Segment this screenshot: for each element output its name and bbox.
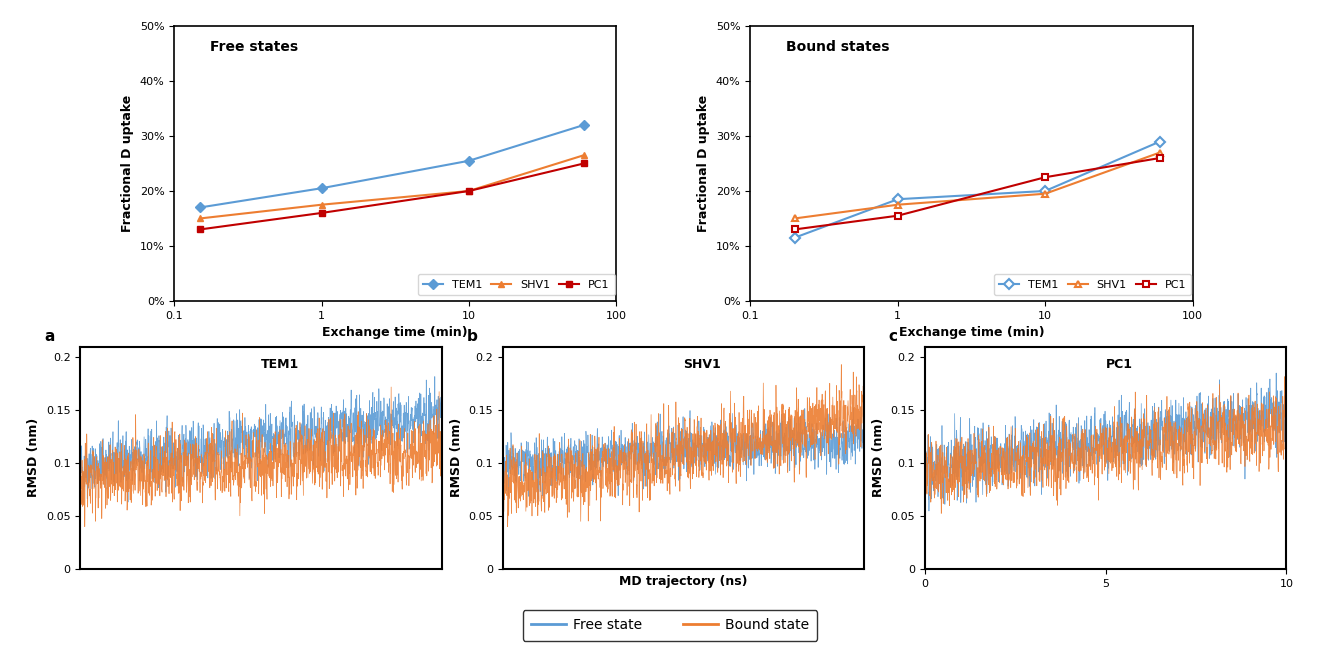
SHV1	[192, 215, 208, 222]
SHV1	[461, 187, 477, 195]
PC1	[787, 226, 803, 233]
Legend: TEM1, SHV1, PC1: TEM1, SHV1, PC1	[418, 274, 615, 296]
Y-axis label: RMSD (nm): RMSD (nm)	[450, 418, 462, 498]
Line: SHV1: SHV1	[197, 152, 587, 222]
PC1	[314, 209, 330, 217]
Text: Free states: Free states	[209, 40, 297, 54]
Text: c: c	[888, 329, 898, 344]
TEM1	[461, 157, 477, 165]
PC1	[461, 187, 477, 195]
PC1	[1037, 173, 1053, 181]
PC1	[1152, 154, 1168, 162]
Line: SHV1: SHV1	[792, 149, 1163, 222]
SHV1	[314, 201, 330, 209]
TEM1	[576, 121, 592, 129]
Text: b: b	[466, 329, 477, 344]
PC1	[192, 226, 208, 233]
X-axis label: MD trajectory (ns): MD trajectory (ns)	[619, 574, 748, 587]
TEM1	[1152, 137, 1168, 145]
TEM1	[192, 203, 208, 211]
Legend: TEM1, SHV1, PC1: TEM1, SHV1, PC1	[994, 274, 1191, 296]
Y-axis label: Fractional D uptake: Fractional D uptake	[121, 95, 134, 232]
SHV1	[576, 151, 592, 159]
TEM1	[1037, 187, 1053, 195]
TEM1	[890, 196, 906, 203]
Y-axis label: RMSD (nm): RMSD (nm)	[28, 418, 40, 498]
Y-axis label: Fractional D uptake: Fractional D uptake	[697, 95, 710, 232]
SHV1	[1152, 148, 1168, 156]
Line: PC1: PC1	[792, 154, 1163, 233]
Legend: Free state, Bound state: Free state, Bound state	[523, 610, 817, 640]
PC1	[576, 160, 592, 167]
Text: SHV1: SHV1	[683, 358, 721, 371]
Line: TEM1: TEM1	[792, 138, 1163, 241]
Text: Bound states: Bound states	[785, 40, 890, 54]
SHV1	[890, 201, 906, 209]
Y-axis label: RMSD (nm): RMSD (nm)	[872, 418, 884, 498]
Line: TEM1: TEM1	[197, 122, 587, 211]
Line: PC1: PC1	[197, 160, 587, 233]
Text: TEM1: TEM1	[261, 358, 300, 371]
Text: PC1: PC1	[1106, 358, 1132, 371]
TEM1	[787, 233, 803, 241]
X-axis label: Exchange time (min): Exchange time (min)	[323, 326, 468, 339]
PC1	[890, 212, 906, 220]
X-axis label: Exchange time (min): Exchange time (min)	[899, 326, 1044, 339]
SHV1	[1037, 190, 1053, 198]
Text: a: a	[44, 329, 55, 344]
SHV1	[787, 215, 803, 222]
TEM1	[314, 184, 330, 192]
